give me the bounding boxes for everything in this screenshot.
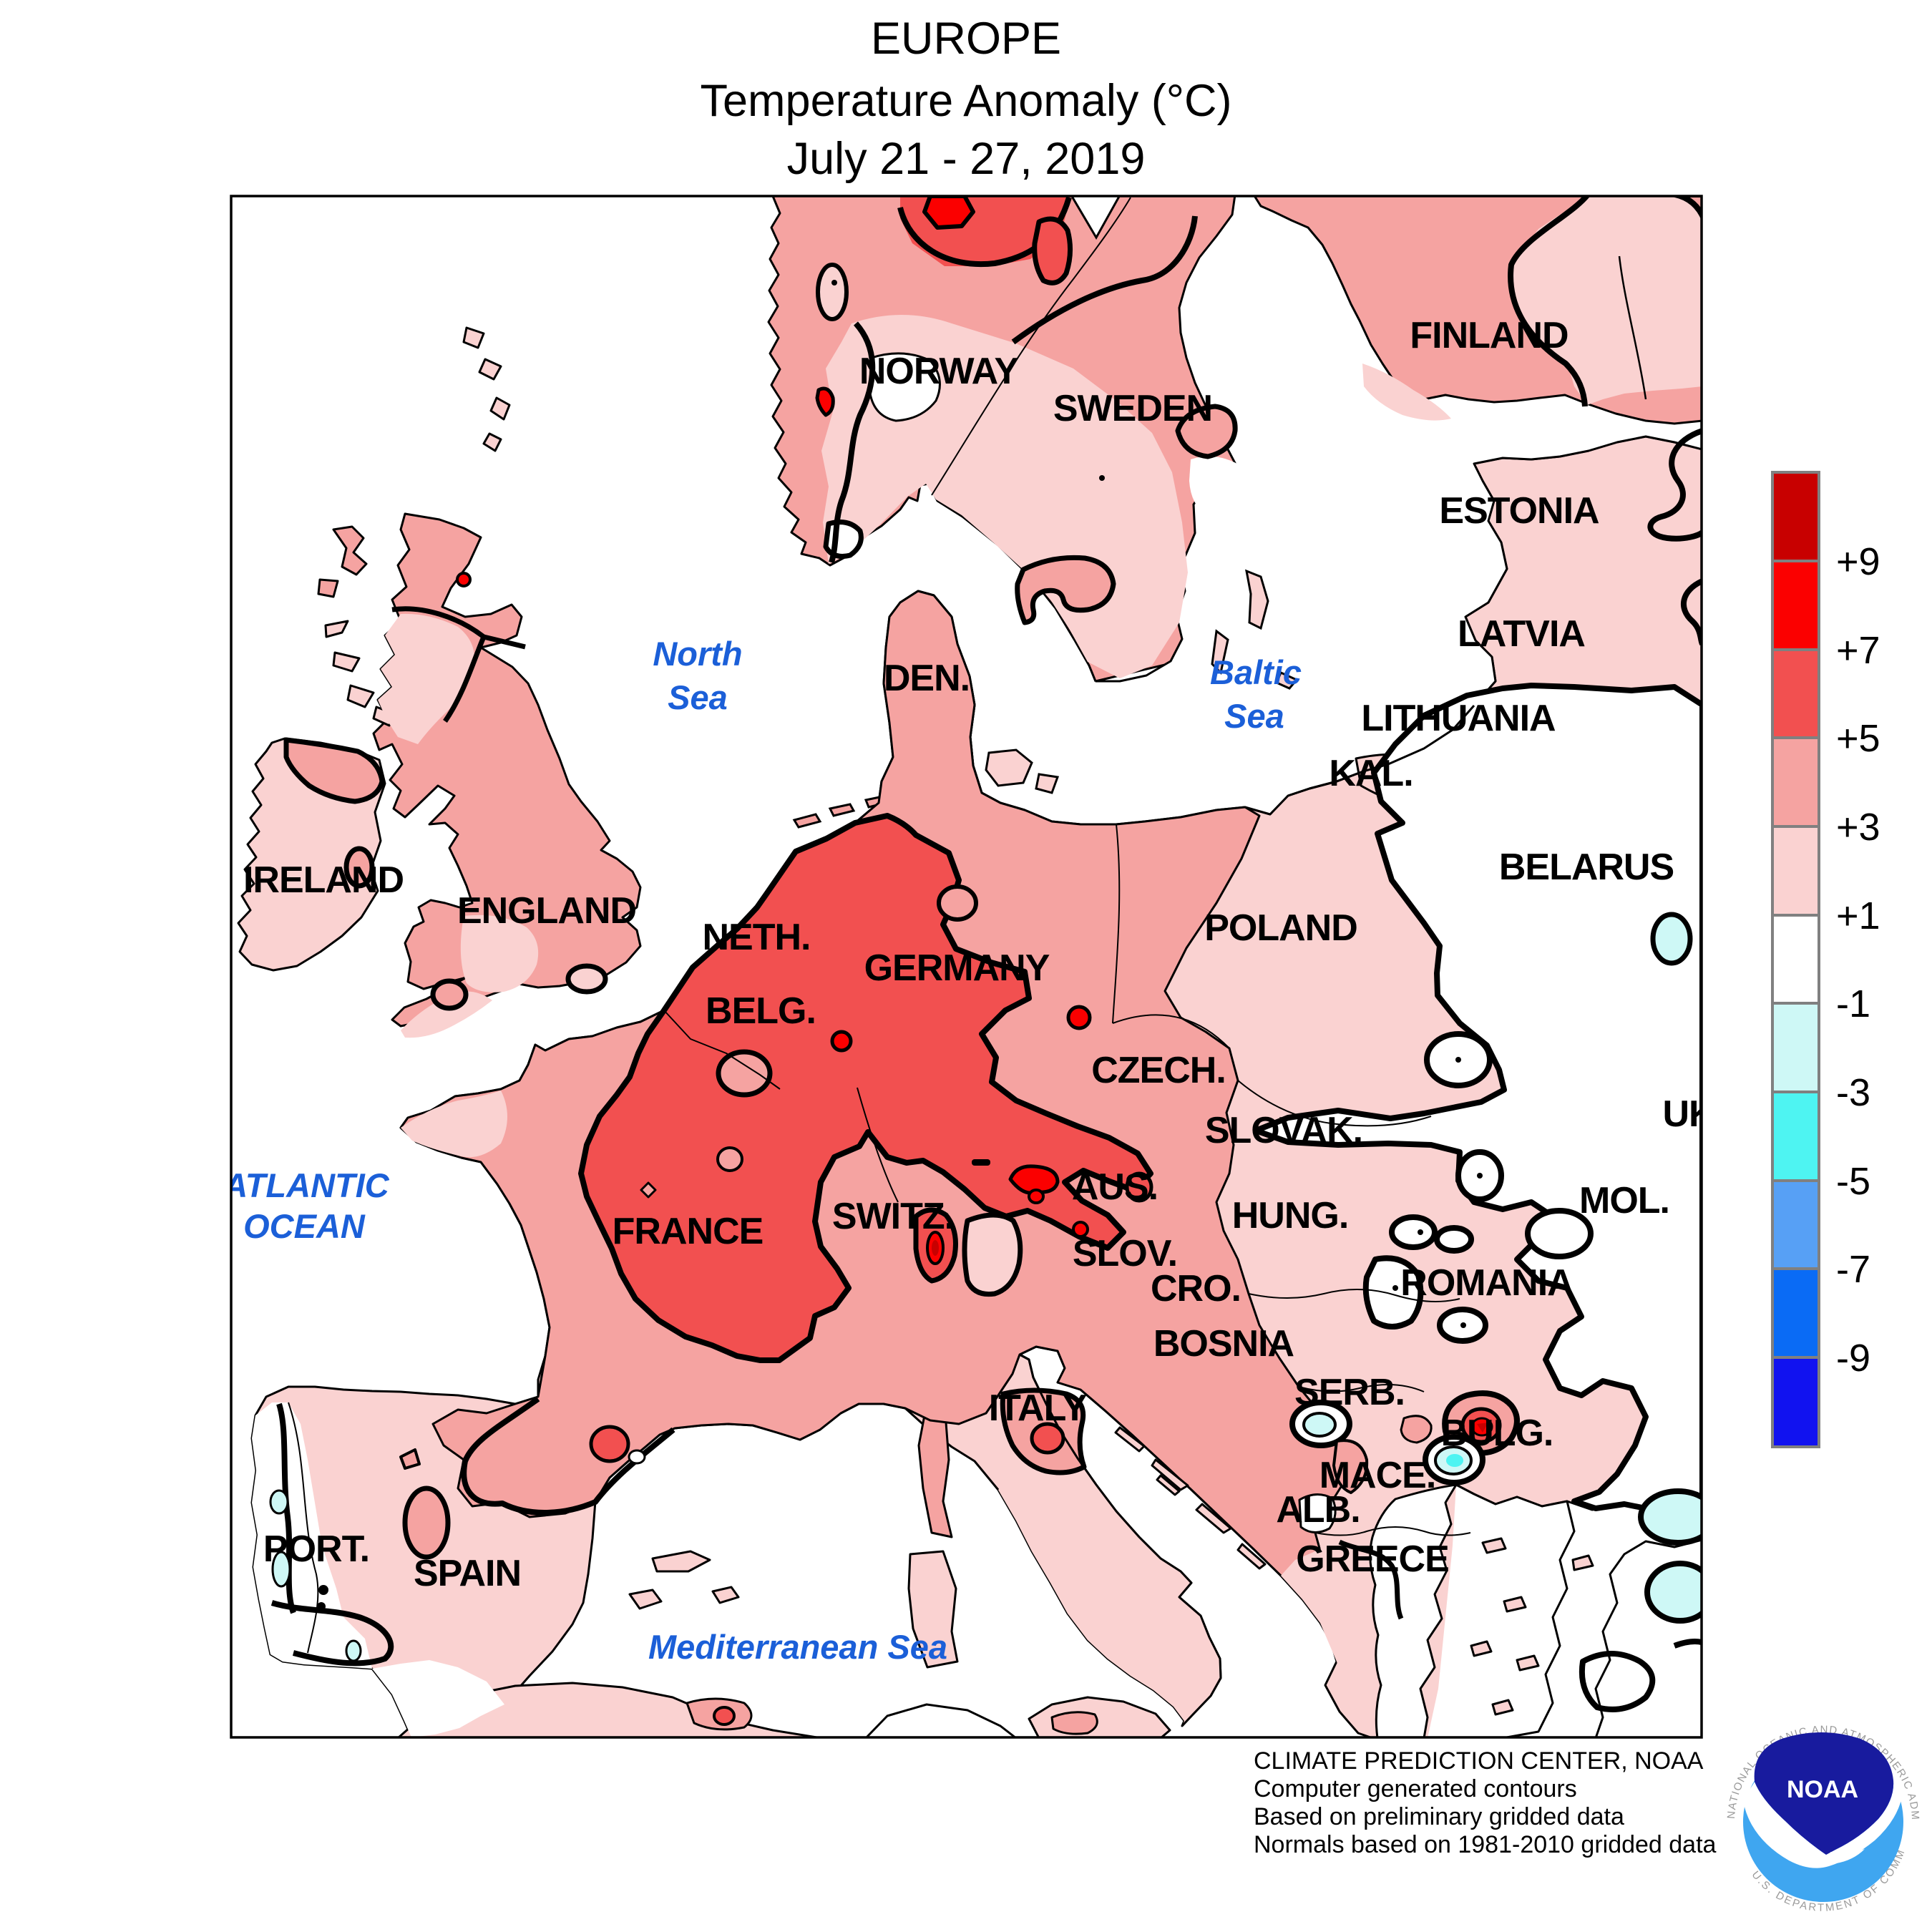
- svg-text:-7: -7: [1836, 1248, 1870, 1291]
- svg-text:+1: +1: [1836, 894, 1880, 937]
- svg-text:BELG.: BELG.: [706, 990, 816, 1032]
- svg-text:SERB.: SERB.: [1294, 1372, 1405, 1413]
- svg-text:Temperature Anomaly (°C): Temperature Anomaly (°C): [701, 76, 1232, 126]
- svg-text:UK: UK: [1662, 1093, 1716, 1135]
- svg-text:SLOV.: SLOV.: [1073, 1233, 1177, 1274]
- svg-text:+9: +9: [1836, 540, 1880, 583]
- svg-text:SWITZ.: SWITZ.: [832, 1196, 954, 1237]
- svg-text:ATLANTIC: ATLANTIC: [223, 1166, 390, 1204]
- svg-text:Sea: Sea: [668, 678, 728, 716]
- svg-text:Mediterranean Sea: Mediterranean Sea: [648, 1628, 947, 1666]
- svg-text:NOAA: NOAA: [1787, 1776, 1858, 1803]
- svg-text:ITALY: ITALY: [989, 1387, 1087, 1429]
- svg-text:SLOVAK.: SLOVAK.: [1205, 1110, 1362, 1151]
- svg-text:MACE.: MACE.: [1319, 1455, 1436, 1496]
- svg-text:ALB.: ALB.: [1276, 1489, 1360, 1531]
- svg-text:-5: -5: [1836, 1160, 1870, 1203]
- svg-text:-1: -1: [1836, 982, 1870, 1025]
- svg-text:GERMANY: GERMANY: [864, 947, 1050, 989]
- svg-text:LATVIA: LATVIA: [1458, 613, 1585, 655]
- svg-text:Baltic: Baltic: [1210, 653, 1302, 691]
- svg-text:ESTONIA: ESTONIA: [1439, 490, 1599, 532]
- svg-text:CRO.: CRO.: [1151, 1268, 1241, 1309]
- svg-text:SWEDEN: SWEDEN: [1053, 388, 1212, 429]
- svg-text:+7: +7: [1836, 629, 1880, 672]
- svg-text:North: North: [653, 635, 742, 673]
- svg-text:FINLAND: FINLAND: [1410, 315, 1568, 356]
- svg-text:MOL.: MOL.: [1579, 1180, 1669, 1221]
- svg-text:-3: -3: [1836, 1071, 1870, 1114]
- svg-text:NETH.: NETH.: [703, 917, 811, 958]
- svg-text:FRANCE: FRANCE: [613, 1211, 763, 1252]
- svg-text:EUROPE: EUROPE: [871, 14, 1061, 64]
- svg-text:NORWAY: NORWAY: [859, 351, 1019, 392]
- svg-text:KAL.: KAL.: [1329, 753, 1413, 794]
- svg-text:SPAIN: SPAIN: [414, 1553, 521, 1594]
- svg-text:BELARUS: BELARUS: [1499, 847, 1674, 888]
- svg-text:HUNG.: HUNG.: [1232, 1195, 1349, 1236]
- svg-text:July 21 - 27, 2019: July 21 - 27, 2019: [787, 134, 1146, 184]
- svg-text:Sea: Sea: [1224, 697, 1284, 735]
- svg-text:BULG.: BULG.: [1441, 1413, 1553, 1454]
- svg-text:Computer generated contours: Computer generated contours: [1254, 1775, 1577, 1802]
- svg-text:GREECE: GREECE: [1296, 1538, 1449, 1580]
- svg-text:+3: +3: [1836, 806, 1880, 849]
- svg-text:AUS.: AUS.: [1072, 1166, 1158, 1208]
- svg-text:LITHUANIA: LITHUANIA: [1361, 698, 1556, 739]
- svg-text:-9: -9: [1836, 1337, 1870, 1380]
- svg-text:CZECH.: CZECH.: [1091, 1050, 1226, 1091]
- svg-text:Based on preliminary gridded d: Based on preliminary gridded data: [1254, 1803, 1624, 1830]
- svg-text:POLAND: POLAND: [1204, 907, 1357, 949]
- svg-text:+5: +5: [1836, 717, 1880, 760]
- svg-text:ROMANIA: ROMANIA: [1400, 1262, 1574, 1304]
- svg-text:Normals based on 1981-2010 gri: Normals based on 1981-2010 gridded data: [1254, 1831, 1717, 1858]
- svg-text:PORT.: PORT.: [263, 1528, 369, 1570]
- svg-text:ENGLAND: ENGLAND: [457, 890, 636, 932]
- svg-text:IRELAND: IRELAND: [243, 859, 404, 901]
- svg-text:CLIMATE PREDICTION CENTER, NOA: CLIMATE PREDICTION CENTER, NOAA: [1254, 1747, 1704, 1775]
- svg-text:BOSNIA: BOSNIA: [1153, 1323, 1294, 1365]
- svg-text:DEN.: DEN.: [884, 658, 970, 699]
- svg-text:OCEAN: OCEAN: [243, 1207, 366, 1245]
